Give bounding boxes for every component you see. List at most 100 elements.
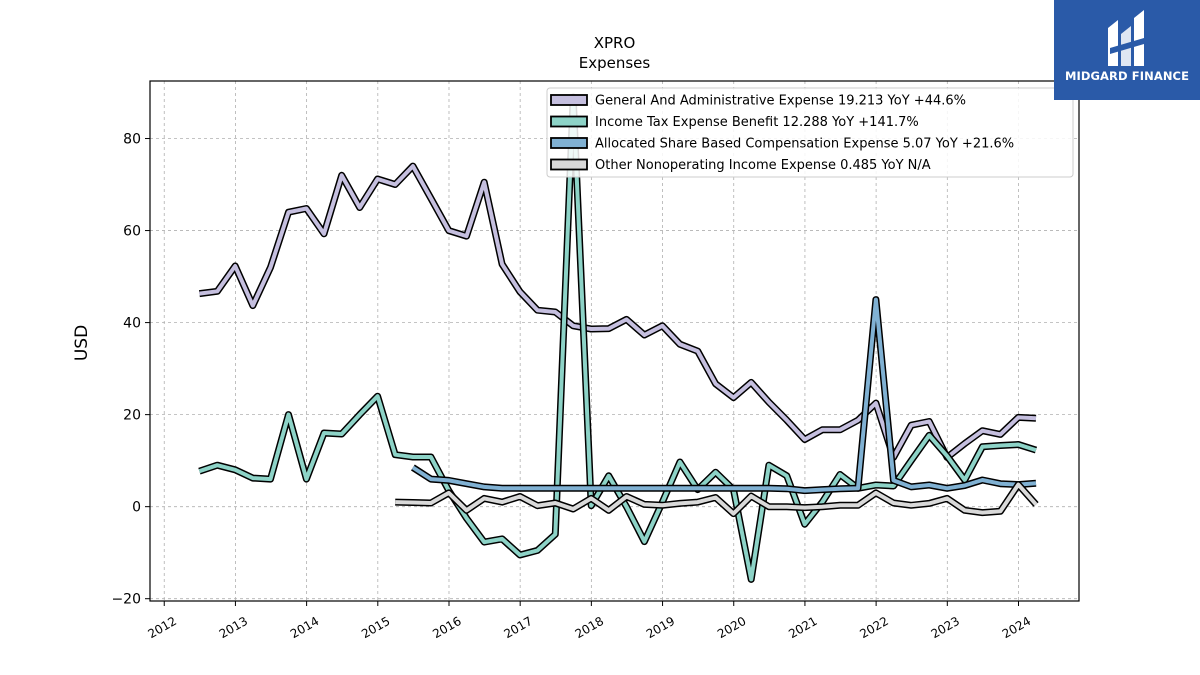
data-point bbox=[928, 503, 930, 505]
data-point bbox=[910, 460, 912, 462]
data-point bbox=[448, 492, 450, 494]
data-point bbox=[626, 506, 628, 508]
data-point bbox=[804, 507, 806, 509]
data-point bbox=[822, 506, 824, 508]
data-point bbox=[323, 233, 325, 235]
data-point bbox=[501, 488, 503, 490]
data-point bbox=[430, 478, 432, 480]
data-point bbox=[822, 489, 824, 491]
data-point bbox=[572, 325, 574, 327]
data-point bbox=[982, 430, 984, 432]
data-point bbox=[839, 474, 841, 476]
data-point bbox=[217, 291, 219, 293]
data-point bbox=[679, 461, 681, 463]
data-point bbox=[928, 484, 930, 486]
data-point bbox=[662, 505, 664, 507]
midgard-logo-icon bbox=[1108, 10, 1144, 66]
x-tick-label: 2012 bbox=[146, 614, 179, 641]
legend-swatch bbox=[550, 115, 588, 128]
data-point bbox=[537, 309, 539, 311]
data-point bbox=[323, 432, 325, 434]
data-point bbox=[662, 325, 664, 327]
series-line-general-and-administrative-expense bbox=[199, 164, 1037, 460]
data-point bbox=[857, 419, 859, 421]
data-point bbox=[875, 484, 877, 486]
data-point bbox=[1035, 504, 1037, 506]
plot-frame bbox=[149, 80, 1080, 602]
data-point bbox=[697, 501, 699, 503]
data-point bbox=[910, 486, 912, 488]
data-point bbox=[483, 541, 485, 543]
legend-entry-label: General And Administrative Expense 19.21… bbox=[595, 94, 966, 109]
x-tick-label: 2021 bbox=[786, 614, 819, 641]
brand-logo: MIDGARD FINANCE bbox=[1054, 0, 1200, 100]
data-point bbox=[537, 505, 539, 507]
data-point bbox=[982, 446, 984, 448]
data-point bbox=[715, 497, 717, 499]
data-point bbox=[1018, 484, 1020, 486]
data-point bbox=[341, 433, 343, 435]
data-point bbox=[466, 510, 468, 512]
data-point bbox=[555, 488, 557, 490]
data-point bbox=[786, 506, 788, 508]
y-tick-label: 80 bbox=[123, 132, 141, 148]
data-point bbox=[786, 488, 788, 490]
data-point bbox=[608, 475, 610, 477]
data-point bbox=[483, 181, 485, 183]
data-point bbox=[697, 350, 699, 352]
x-tick-label: 2015 bbox=[359, 614, 392, 641]
data-point bbox=[199, 293, 201, 295]
data-point bbox=[626, 488, 628, 490]
data-point bbox=[1035, 483, 1037, 485]
data-point bbox=[893, 485, 895, 487]
data-point bbox=[928, 421, 930, 423]
data-point bbox=[804, 490, 806, 492]
legend-entry-label: Other Nonoperating Income Expense 0.485 … bbox=[595, 158, 931, 173]
data-point bbox=[448, 230, 450, 232]
data-point bbox=[839, 488, 841, 490]
legend-entry-label: Income Tax Expense Benefit 12.288 YoY +1… bbox=[595, 115, 919, 130]
data-point bbox=[733, 488, 735, 490]
data-point bbox=[982, 479, 984, 481]
data-point bbox=[430, 198, 432, 200]
data-point bbox=[964, 485, 966, 487]
data-point bbox=[483, 486, 485, 488]
data-point bbox=[217, 464, 219, 466]
x-tick-label: 2014 bbox=[288, 614, 321, 641]
data-point bbox=[430, 456, 432, 458]
data-point bbox=[412, 502, 414, 504]
data-point bbox=[786, 475, 788, 477]
data-point bbox=[572, 508, 574, 510]
data-point bbox=[804, 523, 806, 525]
data-point bbox=[768, 488, 770, 490]
data-point bbox=[483, 498, 485, 500]
data-point bbox=[893, 480, 895, 482]
x-tick-label: 2024 bbox=[1000, 614, 1033, 641]
data-point bbox=[519, 554, 521, 556]
data-point bbox=[822, 501, 824, 503]
data-point bbox=[430, 502, 432, 504]
y-tick-label: 20 bbox=[123, 408, 141, 424]
x-tick-label: 2023 bbox=[929, 614, 962, 641]
y-axis-label: USD bbox=[72, 325, 92, 361]
data-point bbox=[234, 469, 236, 471]
data-point bbox=[537, 550, 539, 552]
data-point bbox=[555, 534, 557, 536]
data-point bbox=[644, 504, 646, 506]
data-point bbox=[697, 488, 699, 490]
data-point bbox=[750, 579, 752, 581]
data-point bbox=[910, 505, 912, 507]
data-point bbox=[394, 501, 396, 503]
data-point bbox=[679, 343, 681, 345]
data-point bbox=[555, 502, 557, 504]
data-point bbox=[875, 299, 877, 301]
data-point bbox=[839, 505, 841, 507]
legend: General And Administrative Expense 19.21… bbox=[546, 87, 1074, 178]
data-point bbox=[626, 319, 628, 321]
series-outline-general-and-administrative-expense bbox=[198, 162, 1037, 461]
data-point bbox=[679, 488, 681, 490]
data-point bbox=[1000, 483, 1002, 485]
data-point bbox=[377, 178, 379, 180]
data-point bbox=[519, 488, 521, 490]
data-point bbox=[875, 402, 877, 404]
